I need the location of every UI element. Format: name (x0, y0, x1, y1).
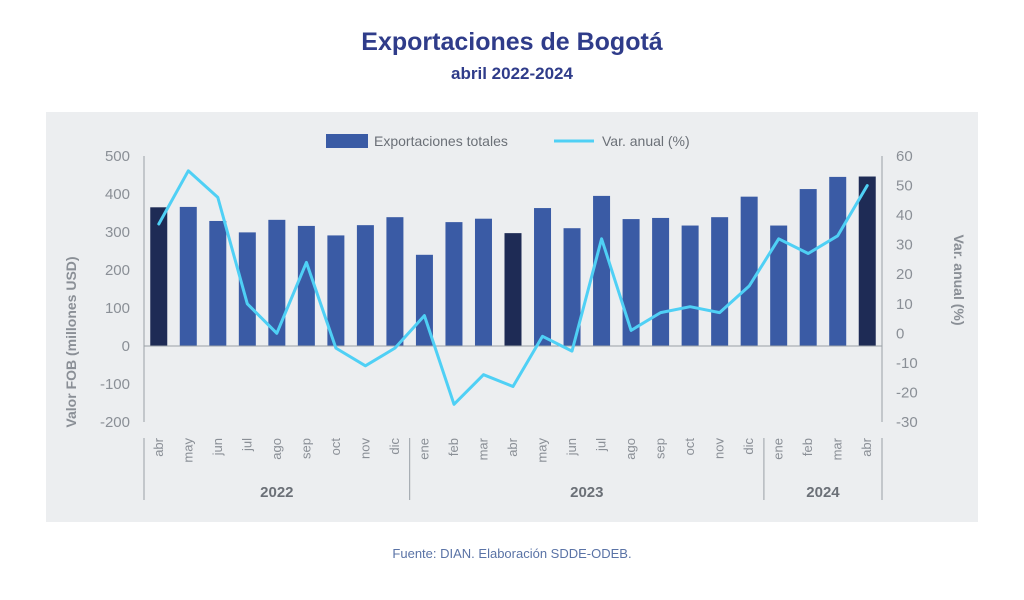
y-tick-label: 500 (105, 148, 130, 165)
year-label: 2024 (806, 484, 840, 501)
x-tick-label: feb (446, 438, 461, 456)
bar (445, 222, 463, 346)
bar (770, 225, 788, 346)
y-tick-label: 100 (105, 300, 130, 317)
x-tick-label: jul (239, 438, 254, 452)
y-axis-title: Valor FOB (millones USD) (63, 256, 79, 427)
x-tick-label: nov (357, 438, 372, 459)
y-tick-label: -100 (100, 376, 130, 393)
y-right-tick-label: 0 (896, 325, 904, 342)
bar (593, 195, 611, 346)
y-right-tick-label: 10 (896, 296, 913, 313)
y-right-tick-label: 50 (896, 178, 913, 195)
chart-panel: Exportaciones totales Var. anual (%) Val… (46, 112, 978, 522)
bar (799, 189, 817, 346)
x-tick-label: dic (741, 438, 756, 455)
x-tick-label: sep (653, 438, 668, 459)
y-right-tick-label: -10 (896, 355, 918, 372)
bar (356, 225, 374, 346)
y-right-tick-label: 30 (896, 237, 913, 254)
bar (297, 225, 315, 346)
y-right-tick-label: 20 (896, 266, 913, 283)
chart-title: Exportaciones de Bogotá (361, 28, 663, 56)
x-tick-label: abr (859, 437, 874, 456)
legend-swatch-bars (326, 134, 368, 148)
bar (474, 218, 492, 346)
x-tick-label: jun (564, 438, 579, 456)
y-right-tick-label: -30 (896, 414, 918, 431)
bar (534, 208, 552, 346)
legend-label-bars: Exportaciones totales (374, 133, 508, 149)
year-label: 2023 (570, 484, 603, 501)
x-tick-label: jun (210, 438, 225, 456)
x-tick-label: mar (475, 437, 490, 460)
bar (238, 232, 256, 346)
y-tick-label: 0 (122, 338, 130, 355)
legend: Exportaciones totales Var. anual (%) (326, 133, 690, 149)
x-tick-label: may (535, 438, 550, 463)
y-right-tick-label: -20 (896, 384, 918, 401)
x-tick-label: ene (771, 438, 786, 460)
bar (268, 219, 286, 346)
y-right-tick-label: 60 (896, 148, 913, 165)
line-series (157, 169, 869, 406)
source-note: Fuente: DIAN. Elaboración SDDE-ODEB. (392, 546, 632, 561)
y-tick-label: 200 (105, 262, 130, 279)
y-axis-right-title: Var. anual (%) (951, 234, 967, 325)
bar (179, 206, 197, 346)
y-tick-label: -200 (100, 414, 130, 431)
x-tick-label: ago (623, 438, 638, 460)
plot-area: -200-1000100200300400500-30-20-100102030… (100, 148, 918, 501)
bar (150, 207, 168, 346)
bar (504, 233, 522, 346)
chart-subtitle: abril 2022-2024 (451, 64, 573, 83)
x-tick-label: feb (800, 438, 815, 456)
x-tick-label: mar (830, 437, 845, 460)
y-tick-label: 300 (105, 224, 130, 241)
bar (829, 176, 847, 346)
combo-chart: Exportaciones totales Var. anual (%) Val… (63, 133, 967, 501)
bar (209, 220, 227, 346)
x-tick-label: ene (416, 438, 431, 460)
x-tick-label: dic (387, 438, 402, 455)
bar (652, 217, 670, 346)
bar (740, 196, 758, 346)
bar (386, 217, 404, 346)
legend-label-line: Var. anual (%) (602, 133, 690, 149)
x-tick-label: sep (298, 438, 313, 459)
x-tick-label: abr (505, 437, 520, 456)
bar (415, 254, 433, 346)
x-tick-label: abr (151, 437, 166, 456)
y-tick-label: 400 (105, 186, 130, 203)
bar (327, 235, 345, 346)
bar (858, 176, 876, 346)
x-tick-label: ago (269, 438, 284, 460)
bar (681, 225, 699, 346)
x-tick-label: oct (682, 438, 697, 456)
y-right-tick-label: 40 (896, 207, 913, 224)
x-tick-label: nov (712, 438, 727, 459)
x-tick-label: may (180, 438, 195, 463)
bar (711, 217, 729, 346)
x-tick-label: jul (594, 438, 609, 452)
year-label: 2022 (260, 484, 293, 501)
x-tick-label: oct (328, 438, 343, 456)
bar (563, 228, 581, 346)
